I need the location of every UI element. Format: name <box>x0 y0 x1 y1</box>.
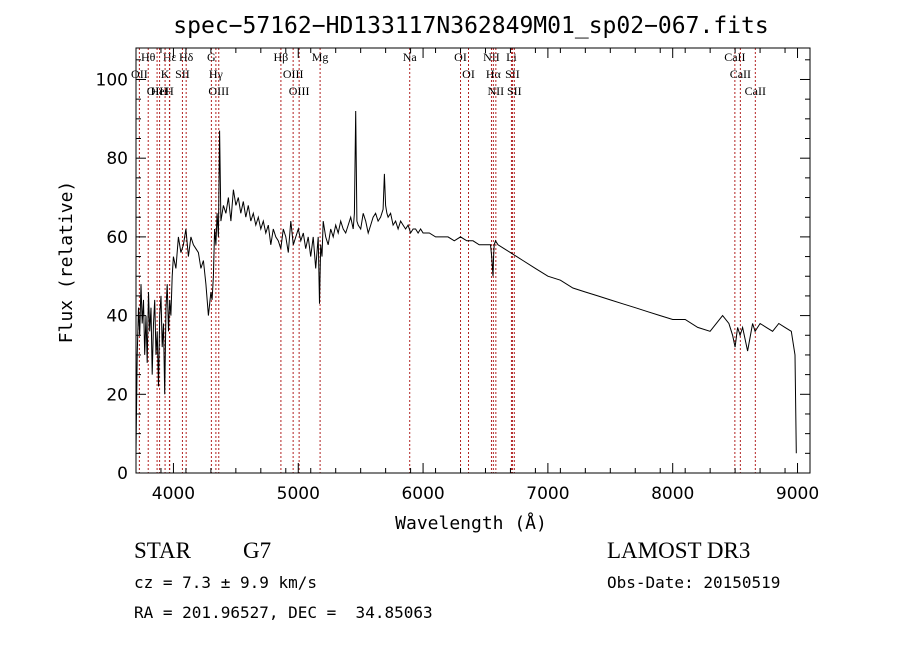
spectrum-line <box>135 110 797 454</box>
line-marker-label: SII <box>507 84 522 98</box>
axis-ticks: 4000 5000 6000 7000 8000 9000 0 20 40 60 80 100 <box>96 48 819 504</box>
line-marker-label: Hβ <box>274 50 289 64</box>
line-marker-label: Li <box>506 50 517 64</box>
line-marker-label: SII <box>175 67 190 81</box>
line-marker-label: Mg <box>312 50 329 64</box>
y-tick-label: 60 <box>106 228 128 248</box>
sky-coordinates: RA = 201.96527, DEC = 34.85063 <box>134 603 433 622</box>
y-tick-label: 20 <box>106 385 128 405</box>
y-tick-label: 40 <box>106 307 128 327</box>
line-marker-label: OIII <box>147 84 168 98</box>
line-marker-label: HeI <box>151 84 169 98</box>
line-marker-label: OI <box>462 67 475 81</box>
line-marker-label: Hθ <box>141 50 156 64</box>
line-marker-label: SII <box>505 67 520 81</box>
observation-date: Obs-Date: 20150519 <box>607 573 781 592</box>
chart-title: spec−57162−HD133117N362849M01_sp02−067.f… <box>173 13 768 39</box>
line-marker-label: OIII <box>283 67 304 81</box>
x-axis-label: Wavelength (Å) <box>395 512 547 534</box>
line-marker-label: H <box>165 84 174 98</box>
line-marker-label: G <box>207 50 216 64</box>
line-marker-label: OIII <box>208 84 229 98</box>
line-marker-label: OII <box>131 67 148 81</box>
x-tick-label: 8000 <box>651 484 694 504</box>
object-class: STAR <box>134 538 191 563</box>
plot-frame <box>135 47 811 474</box>
line-marker-label: NII <box>488 84 505 98</box>
y-tick-label: 0 <box>117 464 128 484</box>
line-marker-label: K <box>161 67 170 81</box>
line-marker-label: CaII <box>745 84 766 98</box>
line-marker-label: Hγ <box>209 67 224 81</box>
line-marker-label: OI <box>454 50 467 64</box>
spectral-subclass: G7 <box>243 538 272 563</box>
line-marker-label: OIII <box>289 84 310 98</box>
survey-name: LAMOST DR3 <box>607 538 751 563</box>
line-marker-label: Na <box>403 50 418 64</box>
redshift-readout: cz = 7.3 ± 9.9 km/s <box>134 573 318 592</box>
y-axis-label: Flux (relative) <box>56 181 77 344</box>
x-tick-label: 4000 <box>152 484 195 504</box>
line-marker-label: Hα <box>486 67 502 81</box>
x-tick-label: 7000 <box>526 484 569 504</box>
line-marker-label: Hδ <box>179 50 194 64</box>
line-marker-label: CaII <box>730 67 751 81</box>
y-tick-label: 80 <box>106 149 128 169</box>
x-tick-label: 5000 <box>277 484 320 504</box>
y-tick-label: 100 <box>96 70 128 90</box>
x-tick-label: 9000 <box>776 484 819 504</box>
x-tick-label: 6000 <box>401 484 444 504</box>
